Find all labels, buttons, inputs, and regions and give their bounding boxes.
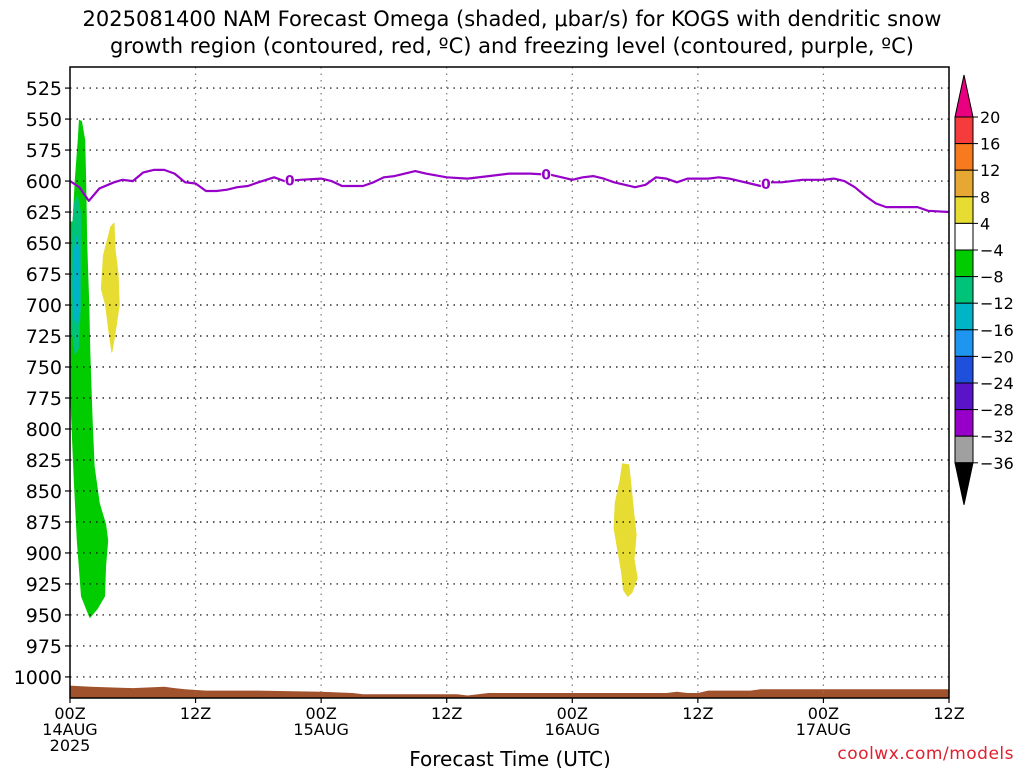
colorbar-bottom-arrow	[954, 462, 974, 505]
colorbar-segment-7	[954, 276, 974, 304]
colorbar-segment-8	[954, 302, 974, 331]
colorbar-label-12: −32	[980, 427, 1014, 446]
colorbar-segment-1	[954, 116, 974, 145]
y-tick-label-650: 650	[26, 233, 62, 255]
y-tick-label-950: 950	[26, 605, 62, 627]
y-tick-label-925: 925	[26, 574, 62, 596]
chart-title: 2025081400 NAM Forecast Omega (shaded, μ…	[0, 6, 1024, 60]
y-tick-label-750: 750	[26, 357, 62, 379]
y-tick-label-900: 900	[26, 543, 62, 565]
terrain-fill	[70, 685, 949, 698]
omega-region-5	[613, 463, 638, 597]
colorbar-label-10: −24	[980, 374, 1014, 393]
grid-layer	[70, 67, 950, 698]
colorbar-segment-12	[954, 409, 974, 437]
freezing-level-layer: 0 0 0	[70, 166, 949, 214]
y-tick-label-775: 775	[26, 388, 62, 410]
colorbar-segment-5	[954, 222, 974, 251]
x-tick-label-0-3: 2025	[50, 736, 91, 755]
freezing-level-label-2: 0	[541, 168, 551, 184]
colorbar-segment-9	[954, 329, 974, 357]
y-tick-label-550: 550	[26, 109, 62, 131]
plot-frame	[69, 66, 950, 699]
terrain-layer	[70, 685, 949, 698]
freezing-level-label-1: 0	[285, 174, 295, 190]
x-tick-label-0-2: 14AUG	[42, 720, 97, 739]
y-tick-label-850: 850	[26, 481, 62, 503]
y-tick-label-575: 575	[26, 140, 62, 162]
colorbar-label-4: 4	[980, 214, 990, 233]
omega-shading-layer	[70, 119, 638, 618]
x-tick-label-24-2: 15AUG	[293, 720, 348, 739]
colorbar-label-9: −20	[980, 347, 1014, 366]
x-tick-label-72-2: 17AUG	[796, 720, 851, 739]
watermark: coolwx.com/models	[837, 744, 1014, 764]
y-axis: 525 550 575 600 625 650 675 700 725 750 775 800 825 8…	[14, 78, 70, 689]
colorbar-label-0: 20	[980, 108, 1000, 127]
y-tick-label-700: 700	[26, 295, 62, 317]
y-tick-label-600: 600	[26, 171, 62, 193]
colorbar-label-6: −8	[980, 268, 1004, 287]
colorbar-segment-11	[954, 382, 974, 411]
y-tick-label-825: 825	[26, 450, 62, 472]
y-tick-label-975: 975	[26, 636, 62, 658]
freezing-label-bg-1	[284, 172, 295, 188]
y-tick-label-1000: 1000	[14, 667, 62, 689]
omega-region-3	[72, 236, 80, 325]
x-tick-label-12-1: 12Z	[180, 704, 211, 723]
colorbar-label-1: 16	[980, 135, 1000, 154]
y-tick-label-675: 675	[26, 264, 62, 286]
colorbar-label-3: 8	[980, 188, 990, 207]
colorbar-top-arrow	[954, 74, 974, 118]
x-tick-label-72-1: 00Z	[808, 704, 839, 723]
chart-title-line-1: 2025081400 NAM Forecast Omega (shaded, μ…	[82, 7, 942, 31]
colorbar-label-8: −16	[980, 321, 1014, 340]
y-tick-label-625: 625	[26, 202, 62, 224]
colorbar-segment-4	[954, 196, 974, 224]
chart-title-line-2: growth region (contoured, red, ºC) and f…	[110, 34, 914, 58]
freezing-level-label-3: 0	[761, 177, 771, 193]
y-tick-label-725: 725	[26, 326, 62, 348]
freezing-label-bg-3	[760, 176, 771, 192]
x-tick-label-60-1: 12Z	[682, 704, 713, 723]
colorbar-label-2: 12	[980, 161, 1000, 180]
y-tick-label-800: 800	[26, 419, 62, 441]
colorbar-label-11: −28	[980, 401, 1014, 420]
colorbar-label-5: −4	[980, 241, 1004, 260]
colorbar-segment-13	[954, 435, 974, 464]
freezing-level-line	[70, 168, 949, 214]
colorbar-segment-6	[954, 249, 974, 278]
colorbar: 20 16 12 8 4 −4 −8 −12 −16 −20 −24 −28 −32 −36	[954, 74, 1014, 505]
colorbar-segment-3	[954, 169, 974, 198]
x-tick-label-36-1: 12Z	[431, 704, 462, 723]
x-tick-label-48-1: 00Z	[557, 704, 588, 723]
y-tick-label-525: 525	[26, 78, 62, 100]
colorbar-segment-10	[954, 355, 974, 384]
omega-region-1	[70, 119, 109, 618]
y-tick-label-875: 875	[26, 512, 62, 534]
colorbar-segment-2	[954, 143, 974, 171]
x-tick-label-48-2: 16AUG	[545, 720, 600, 739]
x-tick-label-24-1: 00Z	[305, 704, 336, 723]
freezing-label-bg-2	[541, 166, 552, 182]
colorbar-label-7: −12	[980, 294, 1014, 313]
x-tick-label-84-1: 12Z	[933, 704, 964, 723]
x-axis-title: Forecast Time (UTC)	[409, 747, 611, 768]
x-tick-label-0-1: 00Z	[54, 704, 85, 723]
colorbar-label-13: −36	[980, 454, 1014, 473]
omega-region-4	[100, 222, 120, 353]
